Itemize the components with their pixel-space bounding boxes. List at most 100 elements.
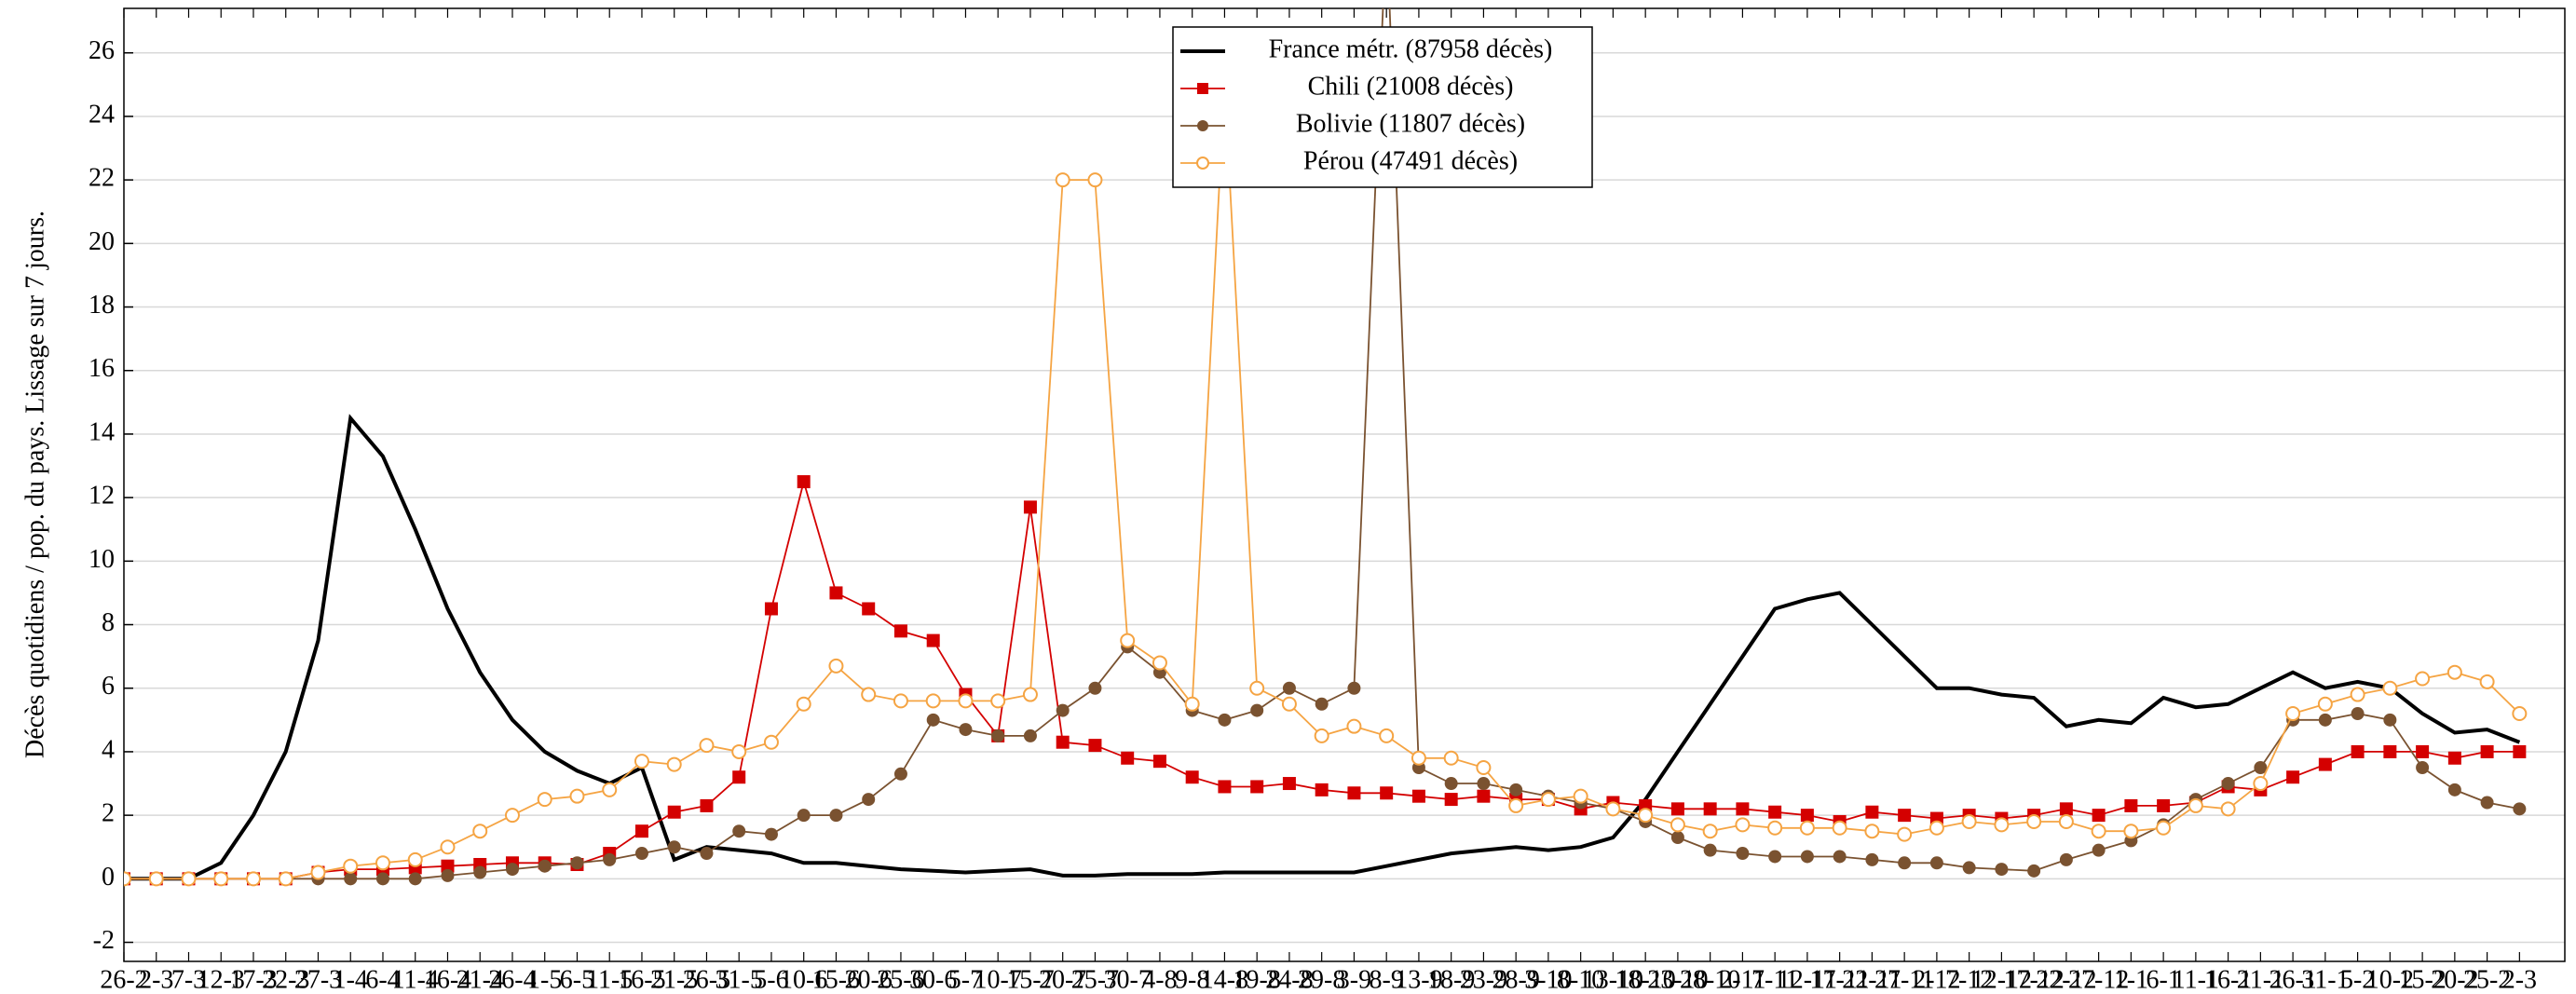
- x-tick-label: 21-5: [650, 965, 698, 994]
- marker: [1509, 783, 1523, 797]
- marker: [1087, 172, 1103, 188]
- marker: [2416, 744, 2430, 758]
- x-tick-label: 7-12: [1945, 965, 1993, 994]
- x-tick-label: 14-8: [1201, 965, 1248, 994]
- marker: [1898, 809, 1912, 823]
- marker: [667, 840, 681, 854]
- marker: [1315, 697, 1329, 711]
- marker: [731, 743, 747, 759]
- x-tick-label: 26-2: [100, 965, 147, 994]
- marker: [1703, 802, 1717, 816]
- marker: [1380, 786, 1394, 800]
- x-tick-label: 10-2: [2366, 965, 2414, 994]
- marker: [1443, 750, 1459, 766]
- marker: [2513, 802, 2527, 816]
- marker: [569, 788, 585, 804]
- x-tick-label: 1-1: [2114, 965, 2148, 994]
- x-tick-label: 6-1: [2146, 965, 2180, 994]
- marker: [2156, 820, 2172, 836]
- marker: [1865, 805, 1879, 819]
- marker: [2447, 751, 2461, 765]
- marker: [1736, 847, 1750, 861]
- marker: [893, 624, 907, 638]
- x-tick-label: 17-12: [2003, 965, 2064, 994]
- marker: [538, 859, 552, 873]
- marker: [1379, 728, 1395, 743]
- marker: [1056, 703, 1070, 717]
- marker: [2480, 744, 2494, 758]
- marker: [2351, 707, 2365, 721]
- marker: [667, 805, 681, 819]
- marker: [1702, 824, 1718, 839]
- x-tick-label: 12-11: [1778, 965, 1837, 994]
- x-tick-label: 26-5: [683, 965, 730, 994]
- marker: [926, 713, 940, 727]
- x-tick-label: 18-10: [1615, 965, 1675, 994]
- marker: [862, 793, 876, 807]
- marker: [2479, 674, 2495, 689]
- x-tick-label: 22-3: [262, 965, 309, 994]
- x-tick-label: 2-11: [1719, 965, 1765, 994]
- x-tick-label: 11-5: [586, 965, 633, 994]
- legend-label: Chili (21008 décès): [1308, 72, 1514, 101]
- marker: [1282, 777, 1296, 791]
- marker: [1865, 852, 1879, 866]
- marker: [570, 856, 584, 870]
- marker: [893, 693, 908, 709]
- marker: [1832, 820, 1847, 836]
- marker: [1197, 83, 1208, 94]
- marker: [2027, 864, 2041, 878]
- marker: [1281, 696, 1297, 712]
- marker: [700, 798, 714, 812]
- marker: [861, 687, 877, 702]
- x-tick-label: 4-8: [1142, 965, 1177, 994]
- x-tick-label: 5-6: [754, 965, 788, 994]
- marker: [1184, 696, 1200, 712]
- x-tick-label: 3-9: [1337, 965, 1371, 994]
- x-tick-label: 8-10: [1557, 965, 1604, 994]
- marker: [1898, 856, 1912, 870]
- x-tick-label: 16-1: [2204, 965, 2252, 994]
- marker: [1023, 728, 1037, 742]
- marker: [2513, 744, 2527, 758]
- marker: [2123, 824, 2139, 839]
- x-tick-label: 21-1: [2237, 965, 2284, 994]
- marker: [925, 693, 941, 709]
- marker: [1282, 681, 1296, 695]
- marker: [2350, 687, 2365, 702]
- x-tick-label: 7-3: [171, 965, 206, 994]
- marker: [1444, 777, 1458, 791]
- x-tick-label: 11-4: [392, 965, 439, 994]
- marker: [213, 871, 229, 887]
- marker: [893, 767, 907, 781]
- marker: [2480, 796, 2494, 810]
- marker: [829, 586, 843, 600]
- marker: [1735, 817, 1751, 833]
- y-tick-label: 14: [89, 417, 115, 446]
- marker: [181, 871, 197, 887]
- x-tick-label: 17-11: [1809, 965, 1869, 994]
- x-tick-label: 2-3: [139, 965, 173, 994]
- marker: [700, 847, 714, 861]
- marker: [504, 808, 520, 824]
- x-tick-label: 15-7: [1006, 965, 1054, 994]
- marker: [829, 809, 843, 823]
- marker: [2317, 696, 2333, 712]
- x-tick-label: 23-10: [1647, 965, 1708, 994]
- legend-box: [1172, 26, 1593, 188]
- marker: [1314, 728, 1329, 743]
- y-tick-label: 22: [89, 164, 115, 193]
- plot-area: [124, 8, 2528, 887]
- marker: [1196, 157, 1209, 170]
- marker: [1736, 802, 1750, 816]
- x-tick-label: 22-12: [2036, 965, 2096, 994]
- x-tick-label: 5-2: [2340, 965, 2375, 994]
- x-tick-label: 25-2: [2463, 965, 2511, 994]
- y-tick-label: 26: [89, 36, 115, 65]
- marker: [1250, 780, 1264, 794]
- marker: [505, 863, 519, 877]
- marker: [1055, 172, 1070, 188]
- x-tick-label: 2-12: [1913, 965, 1960, 994]
- marker: [1120, 633, 1136, 648]
- marker: [2220, 801, 2236, 817]
